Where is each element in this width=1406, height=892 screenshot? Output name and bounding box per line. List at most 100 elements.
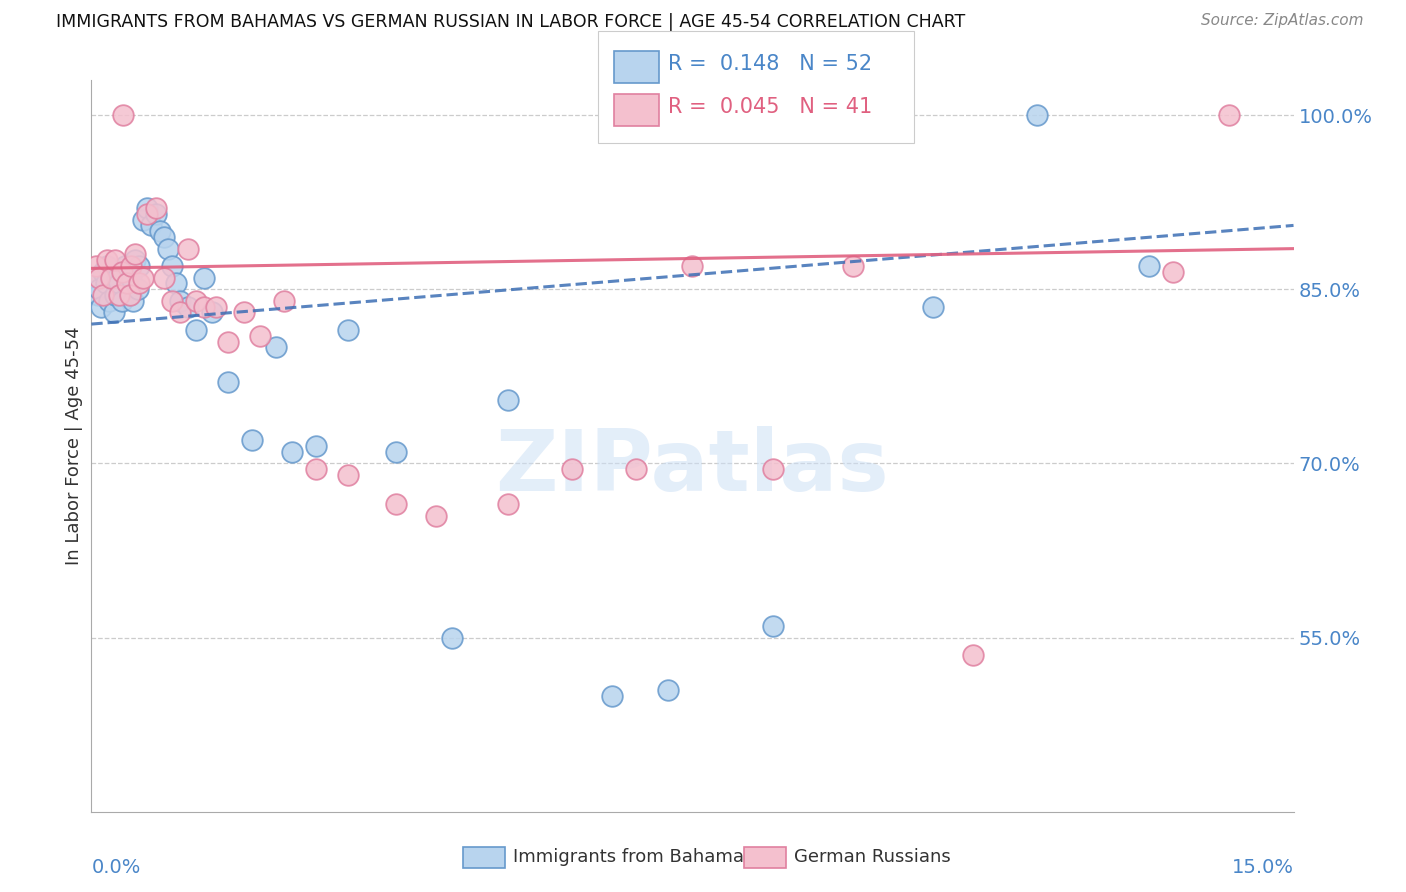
- Point: [201, 305, 224, 319]
- Point: [169, 305, 191, 319]
- Point: [132, 212, 155, 227]
- Y-axis label: In Labor Force | Age 45-54: In Labor Force | Age 45-54: [65, 326, 83, 566]
- Point: [132, 270, 155, 285]
- Point: [90, 300, 112, 314]
- Point: [305, 462, 328, 476]
- Point: [114, 259, 136, 273]
- Point: [496, 497, 519, 511]
- Point: [112, 265, 135, 279]
- Point: [121, 270, 143, 285]
- Point: [561, 462, 583, 476]
- Point: [98, 293, 121, 308]
- Point: [87, 288, 110, 302]
- Text: R =  0.148   N = 52: R = 0.148 N = 52: [668, 54, 872, 74]
- Point: [681, 259, 703, 273]
- Point: [93, 288, 115, 302]
- Text: ZIPatlas: ZIPatlas: [495, 426, 890, 509]
- Point: [84, 259, 107, 273]
- Point: [93, 265, 115, 279]
- Point: [626, 462, 648, 476]
- Point: [1218, 108, 1240, 122]
- Point: [84, 270, 107, 285]
- Point: [425, 508, 447, 523]
- Text: 15.0%: 15.0%: [1232, 858, 1294, 877]
- Point: [184, 323, 207, 337]
- Point: [117, 277, 139, 291]
- Point: [962, 648, 984, 662]
- Point: [657, 682, 679, 697]
- Point: [176, 242, 198, 256]
- Point: [121, 259, 143, 273]
- Point: [217, 334, 239, 349]
- Point: [122, 293, 145, 308]
- Point: [1026, 108, 1049, 122]
- Point: [922, 300, 945, 314]
- Point: [385, 445, 408, 459]
- Point: [602, 689, 624, 703]
- Point: [305, 439, 328, 453]
- Point: [193, 300, 215, 314]
- Point: [232, 305, 254, 319]
- Point: [136, 207, 159, 221]
- Point: [118, 288, 141, 302]
- Point: [193, 270, 215, 285]
- Point: [496, 392, 519, 407]
- Point: [160, 259, 183, 273]
- Point: [148, 224, 170, 238]
- Point: [89, 282, 111, 296]
- Point: [1161, 265, 1184, 279]
- Point: [105, 270, 128, 285]
- Point: [128, 259, 150, 273]
- Point: [111, 293, 134, 308]
- Point: [184, 293, 207, 308]
- Point: [89, 270, 111, 285]
- Point: [128, 277, 150, 291]
- Point: [385, 497, 408, 511]
- Text: German Russians: German Russians: [794, 848, 950, 866]
- Point: [281, 445, 304, 459]
- Point: [169, 293, 191, 308]
- Point: [124, 247, 146, 261]
- Text: Immigrants from Bahamas: Immigrants from Bahamas: [513, 848, 754, 866]
- Point: [136, 201, 159, 215]
- Point: [124, 253, 146, 268]
- Point: [160, 293, 183, 308]
- Point: [336, 323, 359, 337]
- Point: [152, 230, 174, 244]
- Point: [96, 259, 118, 273]
- Point: [441, 631, 464, 645]
- Point: [273, 293, 295, 308]
- Point: [127, 282, 149, 296]
- Point: [145, 201, 167, 215]
- Point: [156, 242, 179, 256]
- Point: [108, 288, 131, 302]
- Point: [111, 265, 134, 279]
- Text: R =  0.045   N = 41: R = 0.045 N = 41: [668, 97, 872, 117]
- Point: [152, 270, 174, 285]
- Text: 0.0%: 0.0%: [91, 858, 141, 877]
- Point: [1137, 259, 1160, 273]
- Point: [145, 207, 167, 221]
- Point: [841, 259, 863, 273]
- Point: [100, 270, 122, 285]
- Point: [249, 328, 271, 343]
- Point: [165, 277, 187, 291]
- Point: [264, 340, 287, 354]
- Text: Source: ZipAtlas.com: Source: ZipAtlas.com: [1201, 13, 1364, 29]
- Point: [103, 305, 125, 319]
- Text: IMMIGRANTS FROM BAHAMAS VS GERMAN RUSSIAN IN LABOR FORCE | AGE 45-54 CORRELATION: IMMIGRANTS FROM BAHAMAS VS GERMAN RUSSIA…: [56, 13, 966, 31]
- Point: [117, 277, 139, 291]
- Point: [96, 253, 118, 268]
- Point: [112, 108, 135, 122]
- Point: [94, 277, 117, 291]
- Point: [176, 300, 198, 314]
- Point: [108, 277, 131, 291]
- Point: [204, 300, 226, 314]
- Point: [118, 288, 141, 302]
- Point: [100, 270, 122, 285]
- Point: [104, 253, 127, 268]
- Point: [336, 468, 359, 483]
- Point: [762, 462, 785, 476]
- Point: [762, 619, 785, 633]
- Point: [104, 288, 127, 302]
